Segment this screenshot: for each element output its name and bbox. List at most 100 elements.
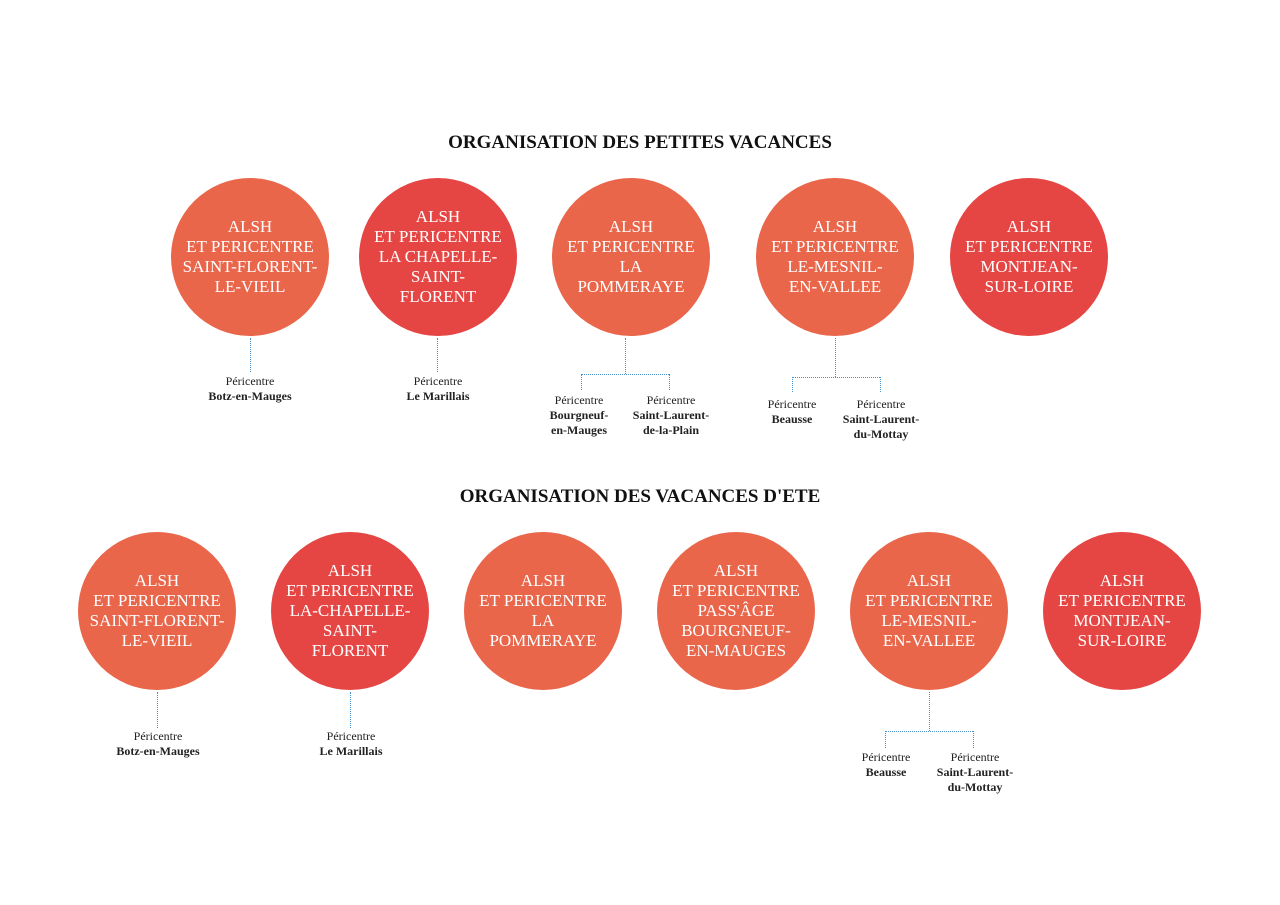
node-le-mesnil-en-vallee: ALSH ET PERICENTRE LE-MESNIL- EN-VALLEE bbox=[756, 178, 914, 336]
pericentre-place-line: Le Marillais bbox=[319, 744, 383, 758]
pericentre-place-line: du-Mottay bbox=[853, 427, 909, 441]
pericentre-label: Péricentre bbox=[950, 750, 1000, 764]
node-label-line: ET PERICENTRE bbox=[374, 227, 502, 246]
node-montjean-sur-loire: ALSH ET PERICENTRE MONTJEAN- SUR-LOIRE bbox=[1043, 532, 1201, 690]
pericentre-label: Péricentre bbox=[861, 750, 911, 764]
pericentre-label: Péricentre bbox=[413, 374, 463, 388]
node-label-line: ALSH bbox=[1099, 571, 1145, 590]
connector-line bbox=[835, 338, 836, 377]
node-label-line: ET PERICENTRE bbox=[186, 237, 314, 256]
node-label-line: SAINT- bbox=[410, 267, 466, 286]
title-vacances-ete: ORGANISATION DES VACANCES D'ETE bbox=[459, 486, 821, 507]
connector-line bbox=[350, 692, 351, 728]
node-label-line: ALSH bbox=[227, 217, 273, 236]
pericentre-label: Péricentre bbox=[856, 397, 906, 411]
pericentre-label: Péricentre bbox=[767, 397, 817, 411]
pericentre-label: Péricentre bbox=[646, 393, 696, 407]
node-label-line: FLORENT bbox=[311, 641, 389, 660]
node-label-line: LA bbox=[531, 611, 555, 630]
pericentre-botz-en-mauges: Péricentre Botz-en-Mauges bbox=[190, 374, 310, 404]
pericentre-place-line: Saint-Laurent- bbox=[842, 412, 920, 426]
node-montjean-sur-loire: ALSH ET PERICENTRE MONTJEAN- SUR-LOIRE bbox=[950, 178, 1108, 336]
node-label-line: ALSH bbox=[608, 217, 654, 236]
node-label-line: ET PERICENTRE bbox=[672, 581, 800, 600]
pericentre-label: Péricentre bbox=[225, 374, 275, 388]
pericentre-place-line: du-Mottay bbox=[947, 780, 1003, 794]
pericentre-saint-laurent-de-la-plain: Péricentre Saint-Laurent-de-la-Plain bbox=[611, 393, 731, 438]
node-label-line: BOURGNEUF- bbox=[681, 621, 791, 640]
pericentre-place: Beausse bbox=[732, 412, 852, 427]
node-passage-bourgneuf-en-mauges: ALSH ET PERICENTRE PASS'ÂGE BOURGNEUF- EN-MA… bbox=[657, 532, 815, 690]
node-label-line: ET PERICENTRE bbox=[1058, 591, 1186, 610]
node-label-line: ALSH bbox=[906, 571, 952, 590]
connector-line bbox=[792, 377, 793, 392]
node-label-line: ET PERICENTRE bbox=[567, 237, 695, 256]
node-label-line: LE-MESNIL- bbox=[881, 611, 977, 630]
node-label-line: ET PERICENTRE bbox=[286, 581, 414, 600]
node-label-line: LA bbox=[619, 257, 643, 276]
pericentre-place: Botz-en-Mauges bbox=[190, 389, 310, 404]
pericentre-label: Péricentre bbox=[554, 393, 604, 407]
pericentre-place: Bourgneuf-en-Mauges bbox=[519, 408, 639, 438]
node-label-line: LA-CHAPELLE- bbox=[289, 601, 411, 620]
pericentre-beausse: Péricentre Beausse bbox=[826, 750, 946, 780]
node-label-line: ALSH bbox=[812, 217, 858, 236]
pericentre-label: Péricentre bbox=[133, 729, 183, 743]
node-saint-florent-le-vieil: ALSH ET PERICENTRE SAINT-FLORENT- LE-VIEIL bbox=[78, 532, 236, 690]
node-label-line: LE-VIEIL bbox=[121, 631, 193, 650]
node-label-line: ALSH bbox=[1006, 217, 1052, 236]
node-label-line: EN-VALLEE bbox=[788, 277, 882, 296]
node-label-line: ALSH bbox=[415, 207, 461, 226]
pericentre-beausse: Péricentre Beausse bbox=[732, 397, 852, 427]
pericentre-place: Saint-Laurent-du-Mottay bbox=[821, 412, 941, 442]
connector-line bbox=[581, 374, 669, 375]
pericentre-bourgneuf-en-mauges: Péricentre Bourgneuf-en-Mauges bbox=[519, 393, 639, 438]
connector-line bbox=[157, 692, 158, 728]
pericentre-place: Beausse bbox=[826, 765, 946, 780]
pericentre-place: Saint-Laurent-du-Mottay bbox=[915, 765, 1035, 795]
connector-line bbox=[437, 338, 438, 372]
node-label-line: POMMERAYE bbox=[577, 277, 685, 296]
node-label-line: ET PERICENTRE bbox=[93, 591, 221, 610]
pericentre-place: Le Marillais bbox=[378, 389, 498, 404]
node-label-line: SAINT-FLORENT- bbox=[182, 257, 318, 276]
node-label-line: ALSH bbox=[520, 571, 566, 590]
node-label-line: MONTJEAN- bbox=[980, 257, 1078, 276]
node-label-line: SUR-LOIRE bbox=[984, 277, 1074, 296]
node-label-line: EN-VALLEE bbox=[882, 631, 976, 650]
node-la-pommeraye: ALSH ET PERICENTRE LA POMMERAYE bbox=[552, 178, 710, 336]
pericentre-place: Botz-en-Mauges bbox=[98, 744, 218, 759]
pericentre-place-line: Botz-en-Mauges bbox=[116, 744, 200, 758]
pericentre-saint-laurent-du-mottay: Péricentre Saint-Laurent-du-Mottay bbox=[915, 750, 1035, 795]
connector-line bbox=[250, 338, 251, 372]
node-label-line: PASS'ÂGE bbox=[697, 601, 775, 620]
pericentre-le-marillais: Péricentre Le Marillais bbox=[291, 729, 411, 759]
pericentre-place-line: Botz-en-Mauges bbox=[208, 389, 292, 403]
node-label-line: EN-MAUGES bbox=[685, 641, 787, 660]
node-le-mesnil-en-vallee: ALSH ET PERICENTRE LE-MESNIL- EN-VALLEE bbox=[850, 532, 1008, 690]
connector-line bbox=[885, 731, 973, 732]
pericentre-label: Péricentre bbox=[326, 729, 376, 743]
node-label-line: SAINT-FLORENT- bbox=[89, 611, 225, 630]
pericentre-place-line: de-la-Plain bbox=[643, 423, 699, 437]
node-label-line: ET PERICENTRE bbox=[479, 591, 607, 610]
pericentre-place: Saint-Laurent-de-la-Plain bbox=[611, 408, 731, 438]
node-label-line: POMMERAYE bbox=[489, 631, 597, 650]
pericentre-place-line: Saint-Laurent- bbox=[936, 765, 1014, 779]
pericentre-place: Le Marillais bbox=[291, 744, 411, 759]
connector-line bbox=[669, 374, 670, 390]
node-label-line: LA CHAPELLE- bbox=[378, 247, 498, 266]
connector-line bbox=[929, 692, 930, 731]
pericentre-place-line: Le Marillais bbox=[406, 389, 470, 403]
node-label-line: ALSH bbox=[327, 561, 373, 580]
node-la-chapelle-saint-florent: ALSH ET PERICENTRE LA-CHAPELLE- SAINT- FLORE… bbox=[271, 532, 429, 690]
title-petites-vacances: ORGANISATION DES PETITES VACANCES bbox=[448, 132, 832, 153]
pericentre-place-line: en-Mauges bbox=[551, 423, 607, 437]
node-la-pommeraye: ALSH ET PERICENTRE LA POMMERAYE bbox=[464, 532, 622, 690]
node-label-line: ET PERICENTRE bbox=[865, 591, 993, 610]
pericentre-le-marillais: Péricentre Le Marillais bbox=[378, 374, 498, 404]
node-la-chapelle-saint-florent: ALSH ET PERICENTRE LA CHAPELLE- SAINT- FLORE… bbox=[359, 178, 517, 336]
connector-line bbox=[973, 731, 974, 748]
node-label-line: ALSH bbox=[713, 561, 759, 580]
node-label-line: ET PERICENTRE bbox=[965, 237, 1093, 256]
